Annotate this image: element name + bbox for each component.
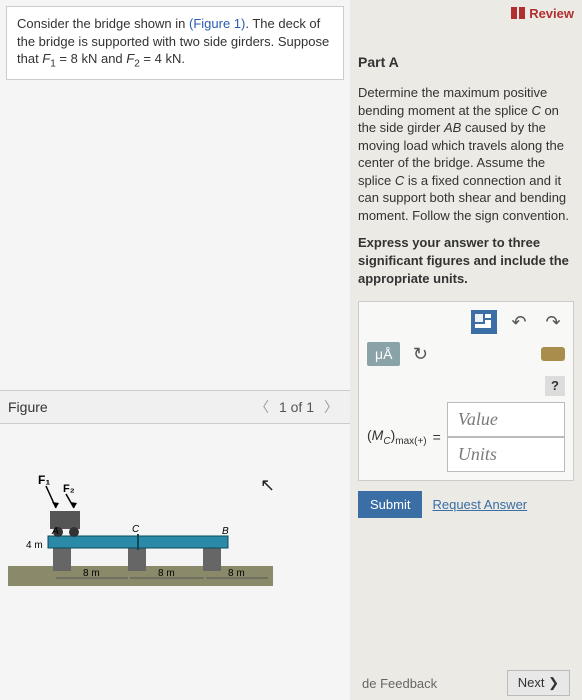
templates-icon[interactable] [471,310,497,334]
prompt-end: . [181,51,185,66]
units-input[interactable]: Units [447,437,565,472]
dim-4m: 4 m [26,540,43,551]
units-button[interactable]: μÅ [367,342,400,366]
f2-label: F₂ [63,483,75,495]
answer-panel: ↶ ↷ μÅ ↻ ? (MC)max(+) = Value Units [358,301,574,481]
keyboard-icon[interactable] [541,347,565,361]
prompt-text: Consider the bridge shown in [17,16,189,31]
dim-8m-2: 8 m [158,568,175,579]
f1-label: F₁ [38,473,50,487]
equals-sign: = [433,429,441,445]
value-input[interactable]: Value [447,402,565,437]
right-column: Review Part A Determine the maximum posi… [350,0,582,700]
dim-8m-3: 8 m [228,568,245,579]
figure-title: Figure [8,399,48,415]
figure-prev-icon[interactable]: 〈 [251,395,273,419]
bridge-diagram: F₁ F₂ A C B 4 m 8 m 8 m 8 m [8,466,273,586]
redo-icon[interactable]: ↷ [541,310,565,334]
mc-symbol: (MC)max(+) [367,428,427,447]
point-a: A [51,526,59,537]
reset-icon[interactable]: ↻ [408,342,432,366]
feedback-link[interactable]: de Feedback [362,676,437,691]
request-answer-link[interactable]: Request Answer [432,497,527,512]
point-b: B [222,526,229,537]
figure-area: F₁ F₂ A C B 4 m 8 m 8 m 8 m [0,424,350,594]
f2-val: = 4 kN [140,51,182,66]
figure-next-icon[interactable]: 〉 [320,395,342,419]
undo-icon[interactable]: ↶ [507,310,531,334]
next-button[interactable]: Next ❯ [507,670,570,696]
left-column: Consider the bridge shown in (Figure 1).… [0,0,350,700]
dim-8m-1: 8 m [83,568,100,579]
f1-val: = 8 kN [56,51,98,66]
figure-pager: 〈 1 of 1 〉 [251,395,342,419]
figure-ref-link[interactable]: (Figure 1) [189,16,245,31]
prompt-and: and [97,51,126,66]
review-link[interactable]: Review [529,6,574,21]
review-icon [511,7,525,22]
figure-page-indicator: 1 of 1 [279,399,314,415]
part-a-body: Determine the maximum positive bending m… [358,84,574,224]
problem-prompt: Consider the bridge shown in (Figure 1).… [6,6,344,80]
help-button[interactable]: ? [545,376,565,396]
part-a-title: Part A [358,54,574,70]
figure-header: Figure 〈 1 of 1 〉 [0,390,350,424]
point-c: C [132,524,140,535]
submit-button[interactable]: Submit [358,491,422,518]
part-a-instructions: Express your answer to three significant… [358,234,574,287]
